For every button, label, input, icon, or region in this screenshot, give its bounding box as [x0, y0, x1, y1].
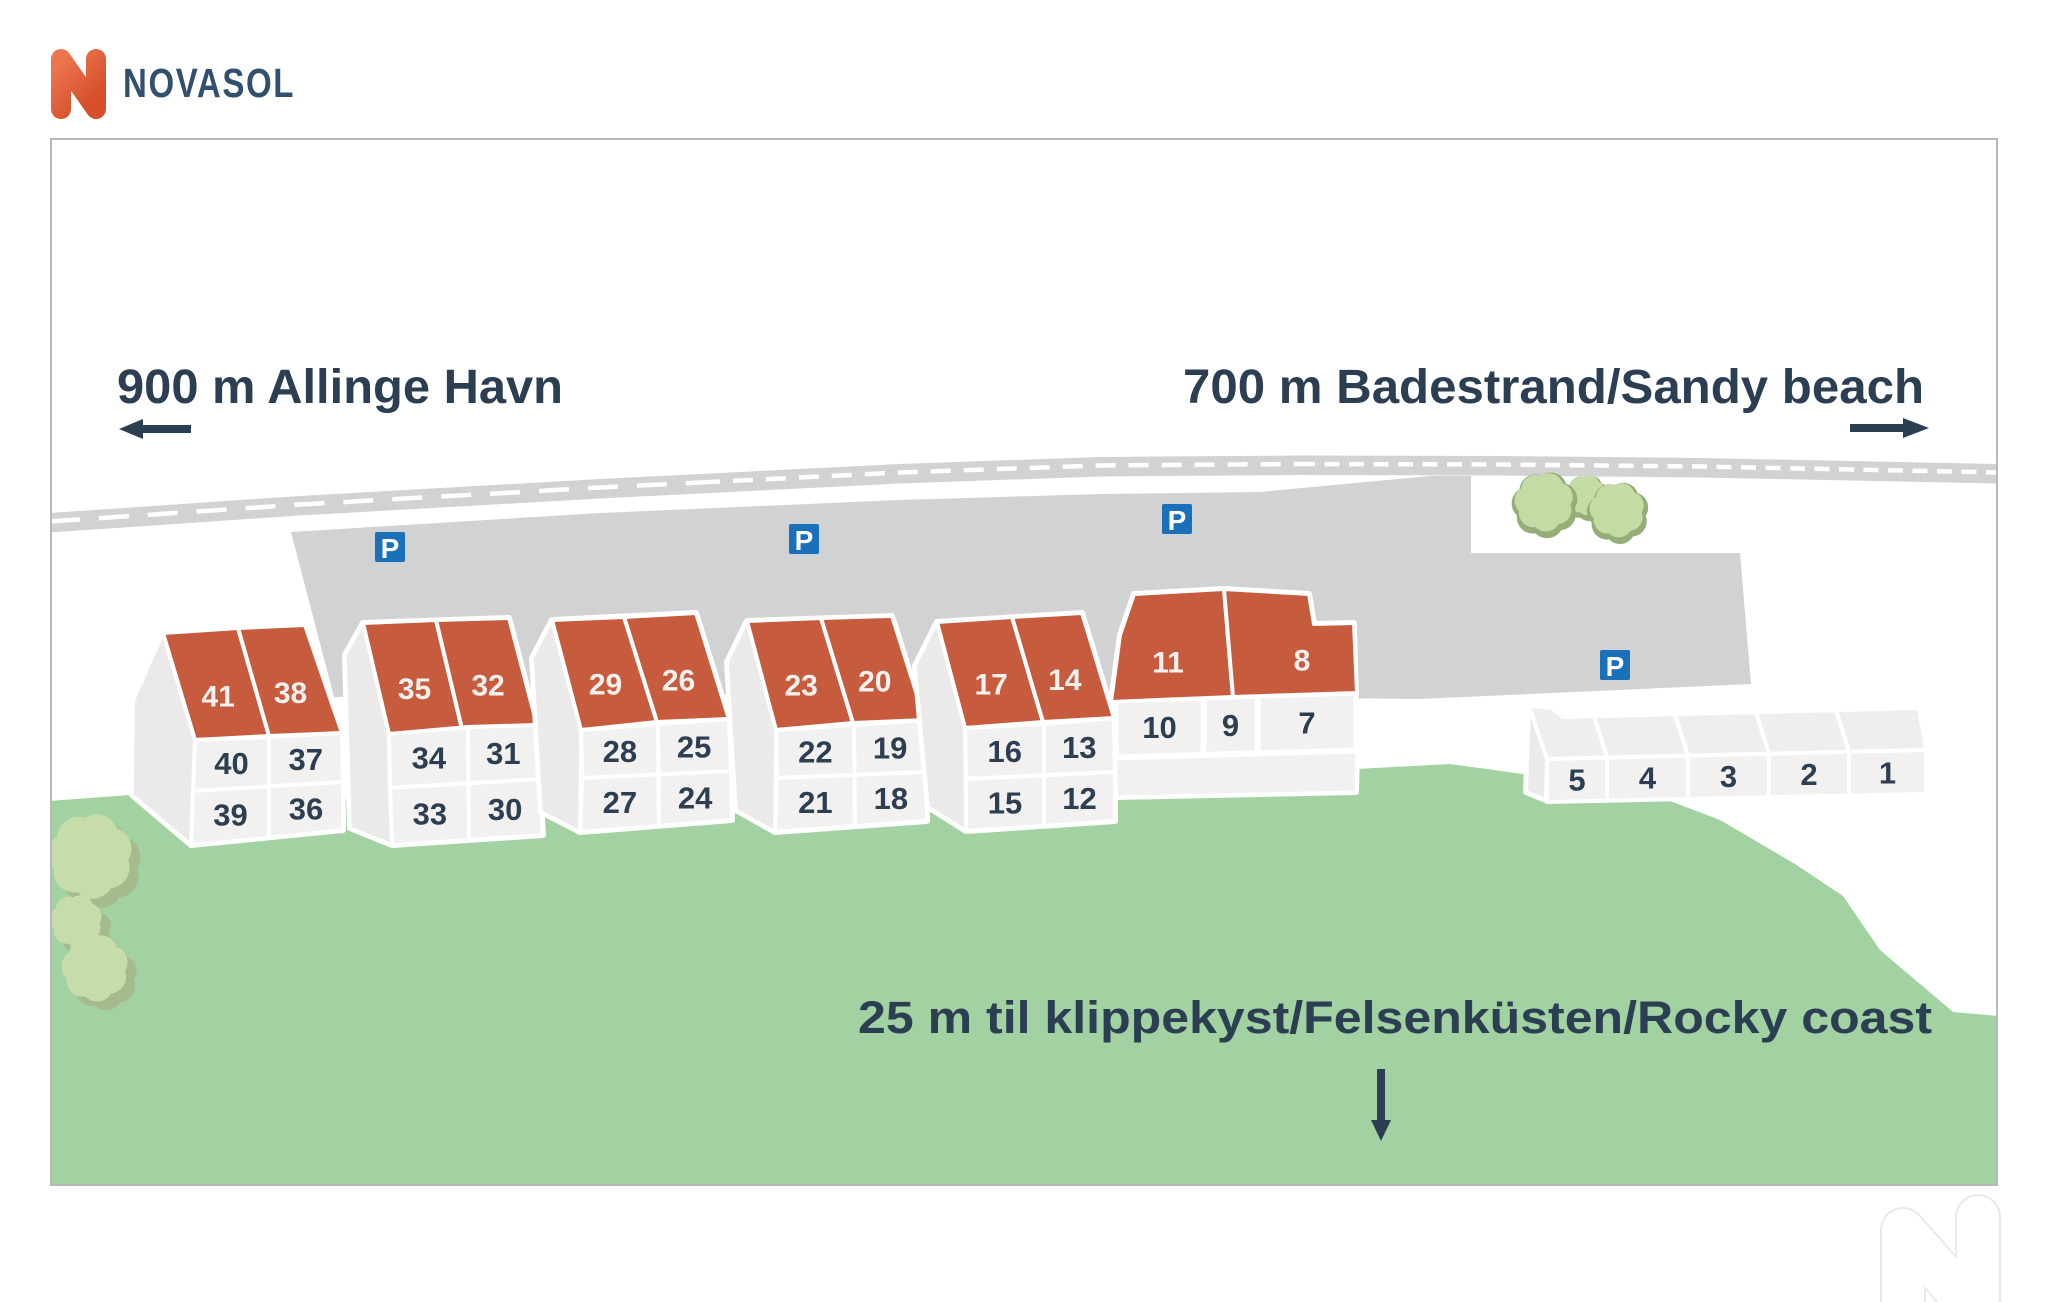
svg-text:21: 21: [798, 785, 832, 820]
svg-text:29: 29: [589, 669, 622, 702]
svg-text:32: 32: [471, 670, 504, 703]
svg-text:2: 2: [1800, 757, 1817, 792]
svg-text:30: 30: [488, 792, 522, 827]
svg-text:23: 23: [785, 670, 818, 703]
svg-text:41: 41: [202, 681, 235, 714]
svg-text:35: 35: [398, 673, 431, 706]
svg-text:11: 11: [1152, 647, 1184, 680]
svg-text:20: 20: [858, 666, 891, 699]
svg-text:10: 10: [1142, 710, 1176, 745]
svg-text:39: 39: [213, 798, 247, 833]
svg-text:18: 18: [874, 781, 908, 816]
svg-text:16: 16: [988, 734, 1022, 769]
svg-text:13: 13: [1062, 730, 1096, 765]
svg-text:12: 12: [1062, 781, 1096, 816]
svg-text:7: 7: [1298, 706, 1315, 741]
svg-text:1: 1: [1879, 755, 1896, 790]
svg-text:38: 38: [274, 677, 307, 710]
svg-text:26: 26: [662, 664, 695, 697]
svg-text:8: 8: [1294, 645, 1311, 678]
svg-text:9: 9: [1222, 708, 1239, 743]
svg-text:37: 37: [289, 742, 323, 777]
svg-text:700 m Badestrand/Sandy beach: 700 m Badestrand/Sandy beach: [1183, 361, 1924, 414]
svg-text:17: 17: [975, 669, 1008, 702]
svg-text:3: 3: [1720, 759, 1737, 794]
svg-text:28: 28: [603, 734, 637, 769]
svg-text:27: 27: [603, 785, 637, 820]
svg-text:40: 40: [214, 746, 248, 781]
svg-text:P: P: [795, 525, 814, 556]
svg-text:15: 15: [988, 785, 1022, 820]
svg-text:14: 14: [1048, 664, 1082, 697]
svg-text:25 m til klippekyst/Felsenküst: 25 m til klippekyst/Felsenküsten/Rocky c…: [858, 992, 1932, 1043]
svg-text:33: 33: [413, 797, 447, 832]
svg-text:34: 34: [412, 741, 447, 776]
svg-text:P: P: [1168, 505, 1187, 536]
svg-text:19: 19: [873, 731, 907, 766]
svg-text:31: 31: [486, 736, 520, 771]
svg-text:36: 36: [289, 792, 323, 827]
svg-text:22: 22: [798, 735, 832, 770]
svg-text:4: 4: [1639, 761, 1657, 796]
svg-text:5: 5: [1568, 762, 1585, 797]
svg-text:25: 25: [677, 730, 711, 765]
svg-text:24: 24: [678, 780, 713, 815]
svg-text:P: P: [1606, 651, 1625, 682]
svg-text:900 m Allinge Havn: 900 m Allinge Havn: [117, 361, 563, 414]
svg-text:NOVASOL: NOVASOL: [123, 60, 295, 106]
svg-text:P: P: [381, 533, 400, 564]
